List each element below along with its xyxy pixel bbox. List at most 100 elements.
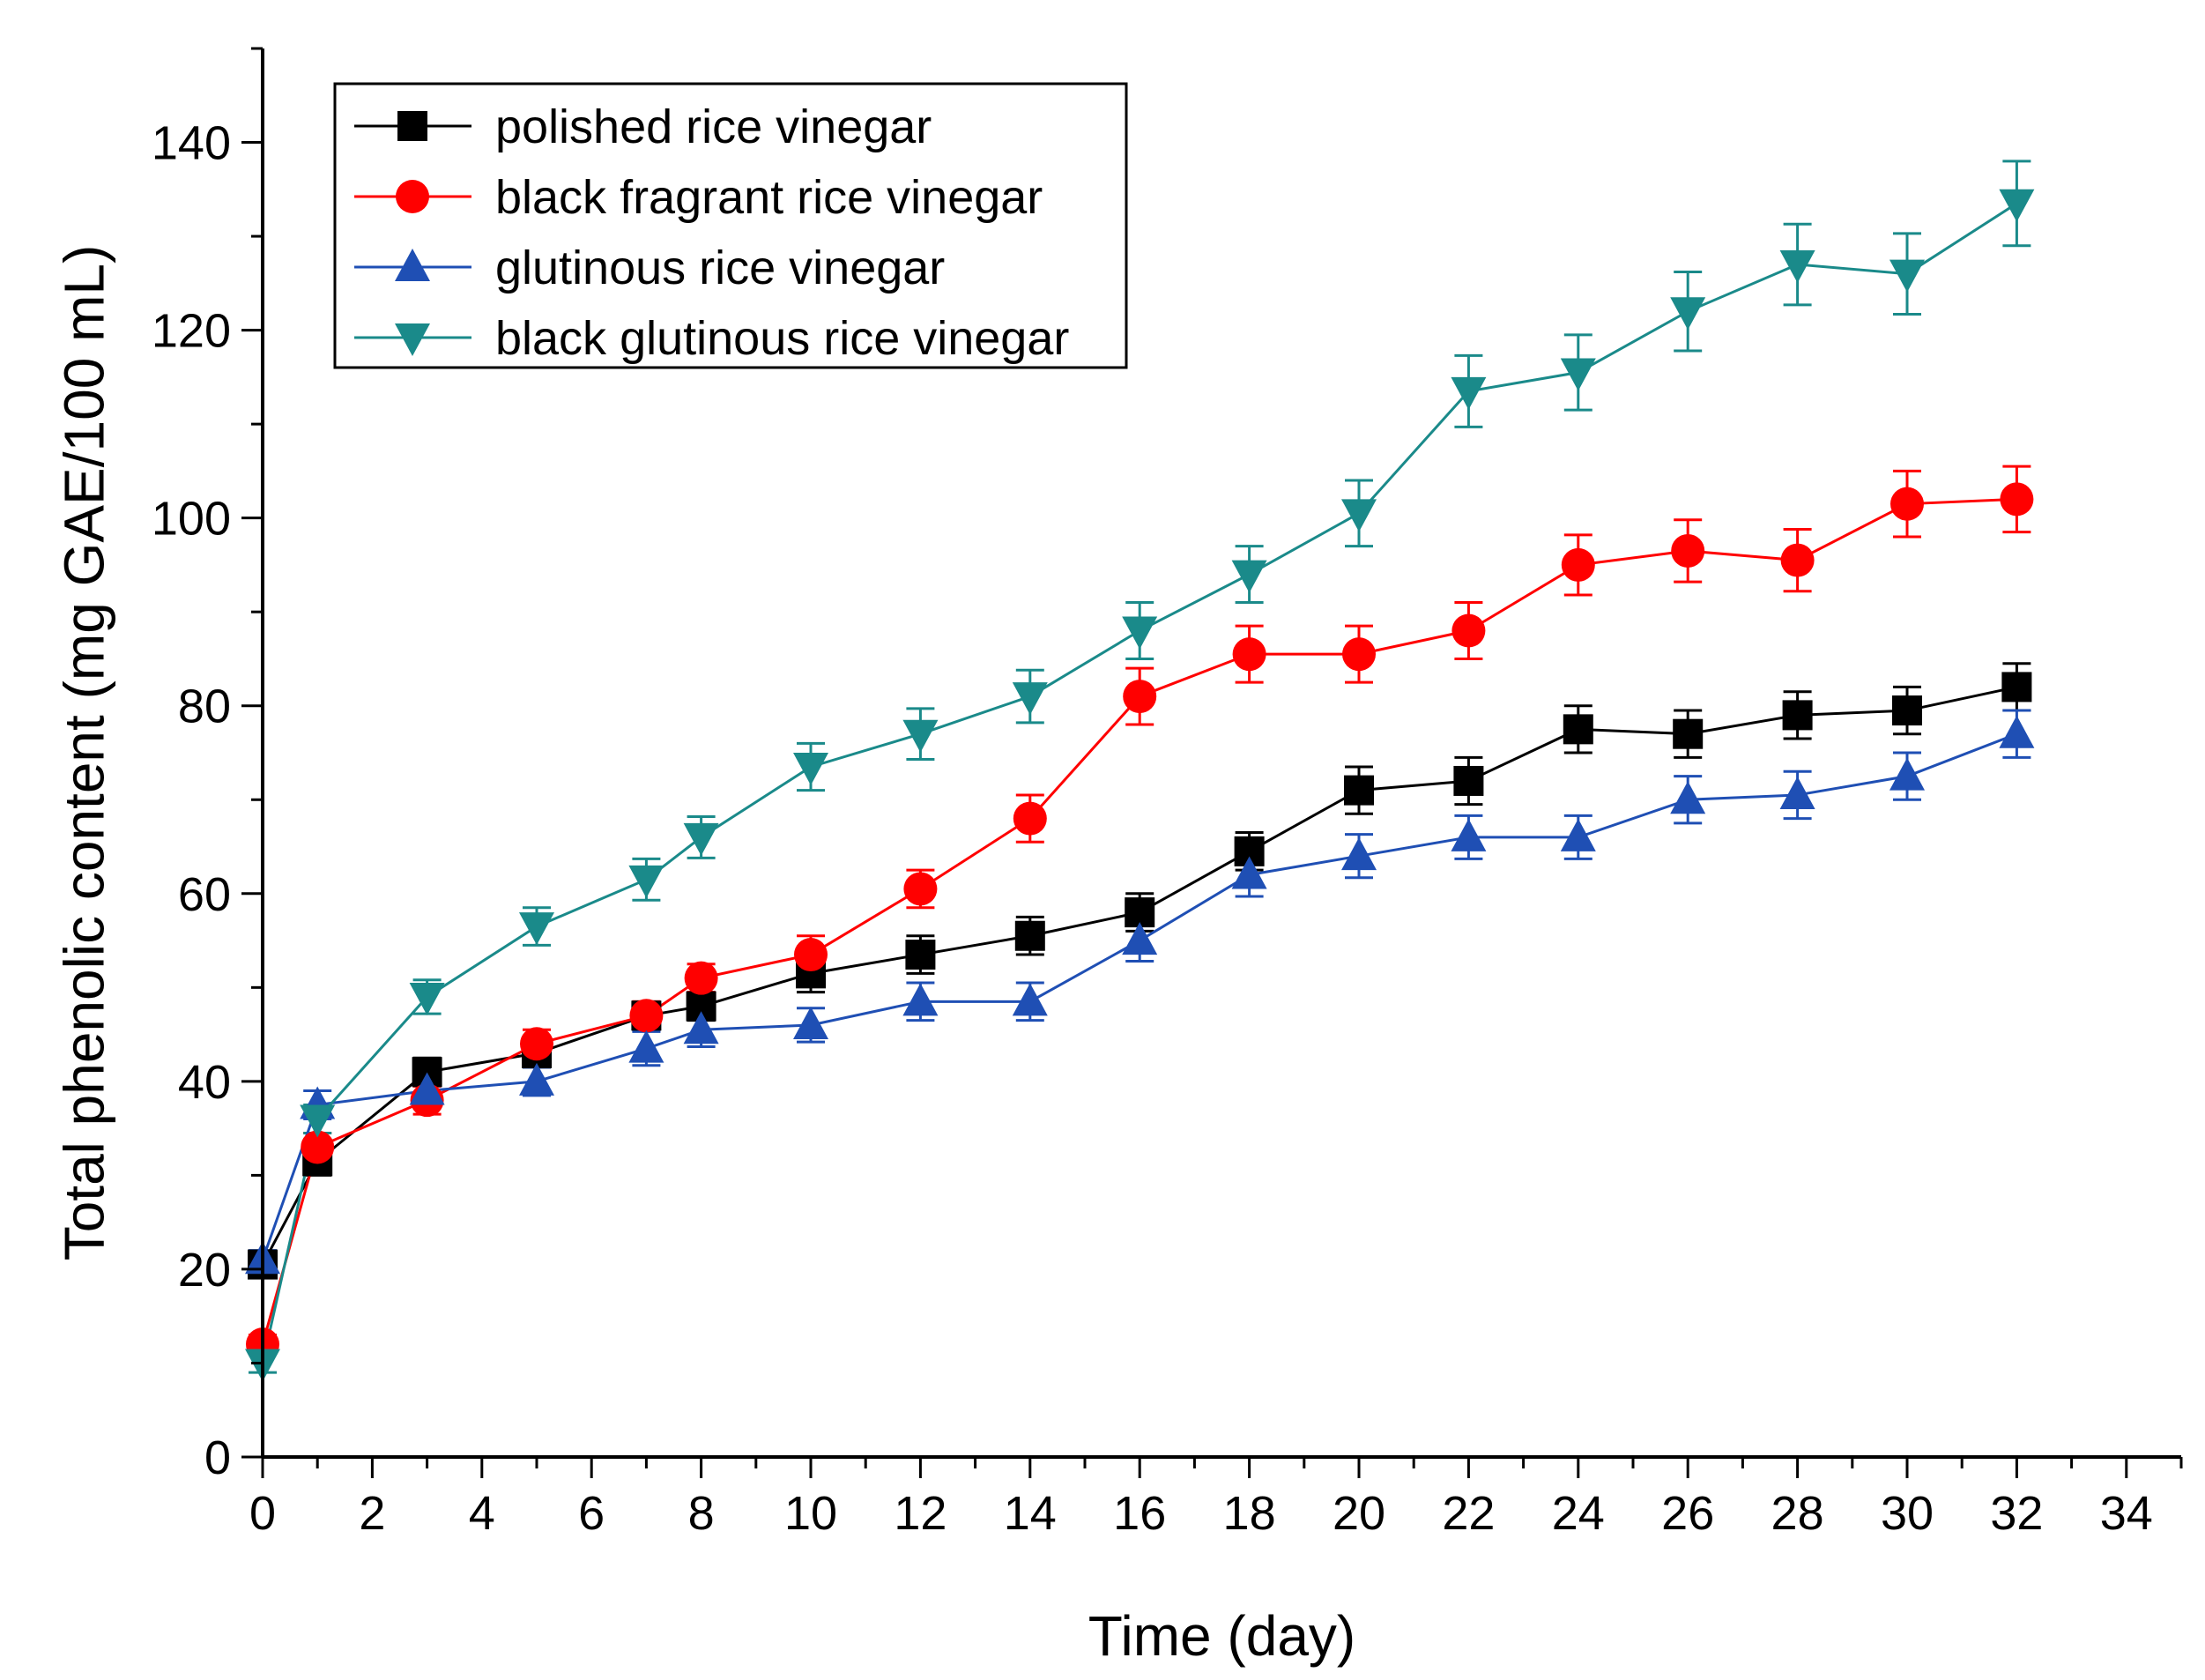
data-point-series-4: [1451, 376, 1487, 410]
data-point-series-4: [628, 865, 664, 898]
y-tick-label: 80: [178, 680, 231, 733]
legend: polished rice vinegar black fragrant rice…: [333, 82, 1128, 369]
data-point-series-2: [629, 999, 664, 1033]
data-point-series-2: [684, 961, 718, 995]
legend-label: glutinous rice vinegar: [495, 242, 945, 294]
data-point-series-2: [1561, 547, 1595, 582]
x-tick-label: 32: [1990, 1487, 2043, 1540]
data-point-series-3: [1889, 757, 1925, 791]
x-tick-label: 14: [1004, 1487, 1057, 1540]
x-tick-label: 18: [1223, 1487, 1276, 1540]
data-point-series-3: [1341, 837, 1377, 871]
data-point-series-4: [1889, 259, 1925, 293]
x-tick-label: 6: [578, 1487, 605, 1540]
data-point-series-1: [1563, 714, 1593, 745]
data-point-series-2: [1780, 543, 1815, 577]
data-point-series-2: [1451, 613, 1486, 648]
data-point-series-1: [1673, 718, 1704, 749]
data-point-series-4: [1779, 250, 1815, 284]
legend-label: black glutinous rice vinegar: [495, 312, 1069, 365]
data-point-series-3: [1670, 781, 1706, 814]
data-point-series-2: [903, 872, 938, 906]
data-point-series-4: [1560, 358, 1596, 391]
data-point-series-1: [1453, 765, 1484, 796]
legend-label: polished rice vinegar: [495, 100, 932, 153]
x-tick-label: 4: [469, 1487, 495, 1540]
axes: [261, 48, 2181, 1459]
data-point-series-3: [1231, 856, 1267, 889]
x-tick-label: 30: [1881, 1487, 1934, 1540]
data-point-series-3: [1560, 818, 1596, 851]
data-point-series-3: [1451, 818, 1487, 851]
data-point-series-3: [683, 1011, 719, 1044]
y-tick-label: 60: [178, 868, 231, 921]
data-point-series-3: [1012, 983, 1048, 1016]
x-tick-label: 22: [1442, 1487, 1495, 1540]
data-point-series-4: [1670, 297, 1706, 331]
legend-box: [333, 82, 1128, 369]
data-point-series-4: [519, 912, 554, 946]
y-ticks: 0 20 40 60 80 100 120 140: [152, 47, 263, 1484]
data-point-series-3: [902, 983, 939, 1016]
data-point-series-3: [519, 1062, 554, 1096]
series-line-2: [261, 497, 2017, 1345]
y-tick-label: 100: [152, 493, 231, 546]
x-ticks: 0 2 4 6 8 10 12 14 16 18 20 22 24 26 28 30 32 34: [249, 1457, 2183, 1540]
series-markers: [245, 189, 2035, 1382]
y-tick-label: 120: [152, 305, 231, 358]
x-tick-label: 10: [784, 1487, 837, 1540]
legend-marker: [395, 323, 430, 356]
data-point-series-4: [1341, 499, 1377, 532]
x-axis-title: Time (day): [1088, 1604, 1355, 1668]
data-point-series-4: [793, 752, 828, 785]
y-tick-label: 40: [178, 1056, 231, 1109]
legend-marker: [396, 180, 429, 213]
legend-marker: [397, 111, 427, 141]
x-tick-label: 16: [1113, 1487, 1166, 1540]
data-point-series-2: [1013, 801, 1047, 836]
data-point-series-4: [1122, 616, 1158, 650]
x-tick-label: 2: [359, 1487, 385, 1540]
x-tick-label: 26: [1661, 1487, 1714, 1540]
data-point-series-3: [1999, 715, 2035, 748]
x-tick-label: 20: [1333, 1487, 1385, 1540]
y-tick-label: 0: [204, 1431, 231, 1484]
x-tick-label: 0: [249, 1487, 276, 1540]
data-point-series-4: [300, 1104, 336, 1138]
x-tick-label: 28: [1771, 1487, 1824, 1540]
data-point-series-1: [2001, 672, 2032, 702]
data-point-series-2: [520, 1027, 553, 1061]
data-point-series-3: [793, 1006, 828, 1039]
data-point-series-2: [1232, 637, 1266, 672]
data-point-series-4: [409, 982, 445, 1015]
data-point-series-4: [1231, 560, 1267, 593]
series-lines: [261, 202, 2018, 1364]
data-point-series-1: [1344, 775, 1374, 806]
data-point-series-2: [301, 1130, 335, 1164]
data-point-series-1: [905, 940, 936, 970]
data-point-series-2: [1123, 680, 1157, 714]
data-point-series-4: [1012, 682, 1048, 716]
y-tick-label: 20: [178, 1244, 231, 1297]
x-tick-label: 8: [688, 1487, 715, 1540]
data-point-series-2: [794, 938, 828, 972]
data-point-series-1: [1892, 695, 1922, 726]
data-point-series-4: [902, 719, 939, 753]
series-line-4: [261, 202, 2018, 1364]
data-point-series-3: [1779, 776, 1815, 809]
data-point-series-1: [1782, 700, 1813, 731]
data-point-series-4: [1999, 189, 2035, 222]
x-tick-label: 12: [894, 1487, 947, 1540]
x-tick-label: 34: [2100, 1487, 2153, 1540]
data-point-series-4: [683, 822, 719, 856]
y-axis-title: Total phenolic content (mg GAE/100 mL): [52, 245, 115, 1261]
x-tick-label: 24: [1552, 1487, 1605, 1540]
legend-marker: [395, 249, 430, 281]
data-point-series-2: [1342, 637, 1376, 672]
data-point-series-3: [628, 1030, 664, 1063]
data-point-series-2: [1890, 487, 1924, 521]
y-tick-label: 140: [152, 117, 231, 170]
series-line-1: [261, 685, 2017, 1266]
series-line-3: [261, 732, 2017, 1260]
